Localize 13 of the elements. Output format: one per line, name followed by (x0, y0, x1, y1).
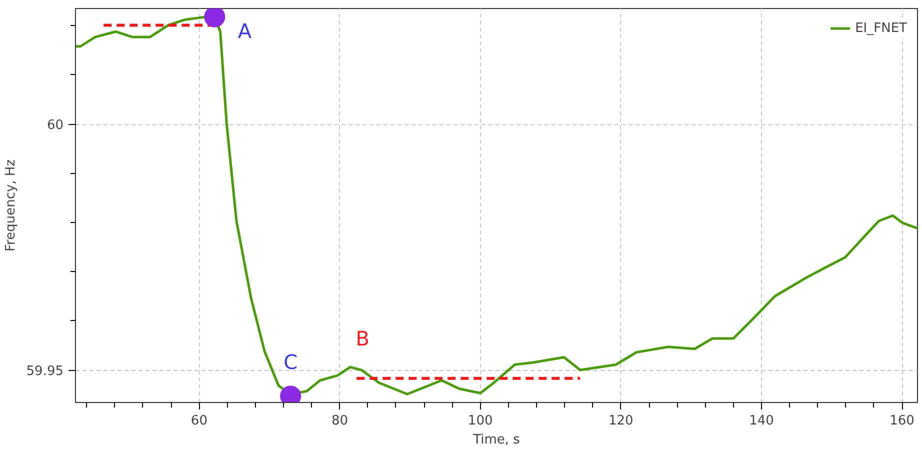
annotation: A (238, 18, 252, 43)
annotation: B (356, 326, 370, 350)
x-axis-title: Time, s (472, 432, 520, 448)
y-tick-label: 59.95 (26, 364, 64, 380)
x-tick-label: 80 (331, 414, 348, 428)
y-axis-title: Frequency, Hz (3, 159, 18, 252)
x-tick-label: 160 (890, 414, 914, 428)
annotation: C (284, 350, 298, 374)
x-tick-label: 140 (749, 414, 774, 428)
legend-label: EI_FNET (855, 20, 907, 36)
x-tick-label: 60 (190, 414, 208, 428)
x-tick-label: 120 (608, 414, 634, 428)
x-tick-label: 100 (468, 414, 493, 428)
